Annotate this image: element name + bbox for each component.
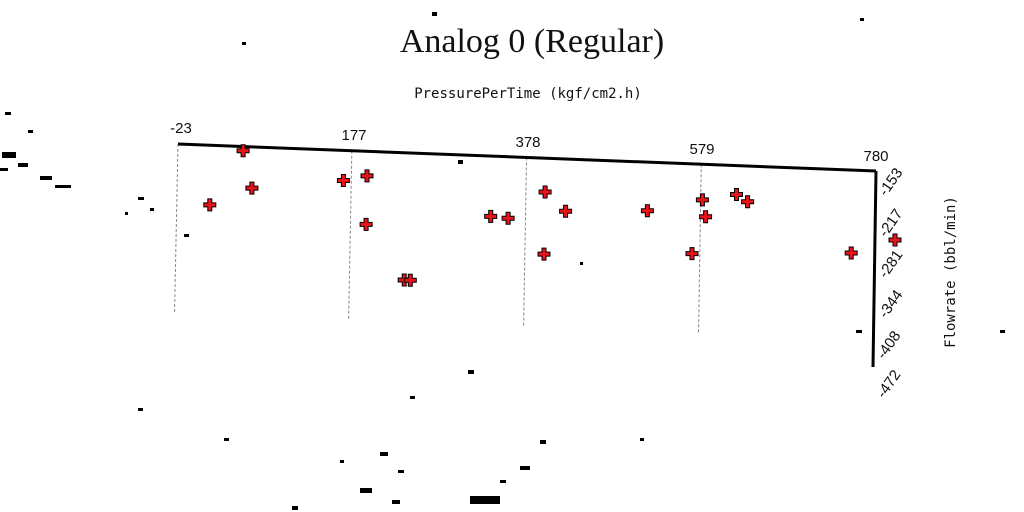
data-point: [640, 204, 654, 218]
data-points: [203, 144, 902, 287]
noise-specks: [0, 12, 1005, 510]
data-point: [537, 247, 551, 261]
y-tick-label: -472: [873, 367, 904, 401]
axes: [177, 142, 878, 368]
x-tick-label: 579: [689, 141, 714, 158]
grid-line: [348, 150, 353, 321]
y-tick-label: -408: [873, 328, 904, 362]
data-point: [403, 273, 417, 287]
y-tick-label: -217: [875, 206, 906, 240]
grid-lines: [174, 143, 702, 335]
x-axis-line: [177, 142, 877, 173]
x-axis-label: PressurePerTime (kgf/cm2.h): [414, 86, 642, 102]
y-tick-label: -344: [875, 287, 906, 321]
y-axis-line: [871, 170, 878, 368]
data-point: [336, 174, 350, 187]
x-tick-labels: -23 177 378 579 780: [170, 120, 888, 165]
data-point: [730, 188, 743, 201]
data-point: [888, 233, 902, 247]
grid-line: [174, 143, 179, 315]
y-axis-label: Flowrate (bbl/min): [943, 196, 959, 348]
data-point: [203, 198, 217, 212]
y-tick-labels: -153 -217 -281 -344 -408 -472: [873, 165, 906, 401]
data-point: [695, 193, 709, 207]
chart-title: Analog 0 (Regular): [400, 23, 664, 60]
grid-line: [698, 164, 702, 335]
data-point: [685, 247, 699, 261]
y-tick-label: -281: [875, 247, 906, 281]
data-point: [360, 169, 374, 183]
y-tick-label: -153: [875, 165, 906, 199]
data-point: [236, 144, 250, 158]
data-point: [538, 185, 552, 199]
data-point: [741, 195, 755, 209]
data-point: [559, 204, 573, 218]
data-point: [484, 209, 498, 223]
x-tick-label: 177: [341, 127, 366, 144]
data-point: [699, 210, 713, 224]
data-point: [359, 217, 373, 231]
grid-line: [523, 157, 528, 328]
x-tick-label: -23: [170, 120, 192, 137]
data-point: [245, 181, 259, 195]
data-point: [501, 211, 515, 225]
x-tick-label: 378: [515, 134, 540, 151]
x-tick-label: 780: [863, 148, 888, 165]
data-point: [844, 246, 858, 260]
